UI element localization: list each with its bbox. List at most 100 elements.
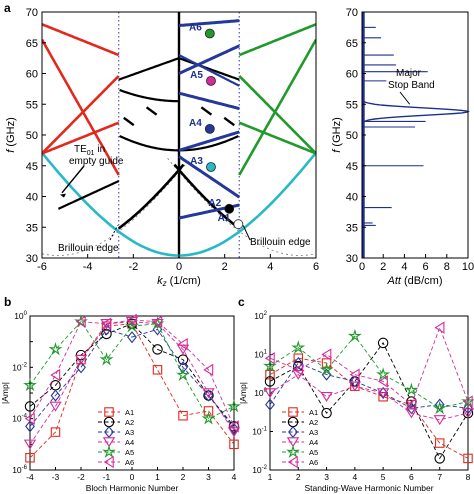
bloch-y-tick-label: 100 bbox=[14, 311, 27, 321]
blue-curve-5 bbox=[178, 44, 240, 75]
bloch-point-a5 bbox=[227, 398, 241, 413]
green-curve-1 bbox=[238, 39, 316, 176]
bloch-point-a6 bbox=[75, 315, 86, 328]
att-y-tick-label: 55 bbox=[346, 99, 358, 111]
y-tick-label: 30 bbox=[26, 253, 38, 265]
standing-point-a6 bbox=[462, 395, 473, 408]
point-a5 bbox=[206, 75, 216, 86]
blue-curve-7 bbox=[178, 54, 240, 87]
bloch-series-line-a2 bbox=[29, 323, 235, 427]
standing-point-a5 bbox=[376, 367, 391, 381]
bloch-point-a3 bbox=[127, 331, 137, 344]
bloch-legend-label-a2: A2 bbox=[125, 418, 134, 427]
standing-point-a5 bbox=[404, 382, 419, 396]
standing-point-a5 bbox=[263, 358, 277, 373]
bloch-legend-label-a5: A5 bbox=[125, 448, 134, 457]
bloch-point-a1 bbox=[178, 410, 188, 421]
standing-x-tick-label: 2 bbox=[296, 472, 301, 482]
bloch-point-a4 bbox=[49, 401, 62, 412]
standing-point-a5 bbox=[432, 400, 447, 415]
bloch-x-tick-label: 4 bbox=[232, 472, 237, 482]
standing-point-a4 bbox=[461, 408, 474, 419]
bloch-point-a1 bbox=[229, 439, 239, 450]
bloch-point-a6 bbox=[228, 420, 239, 433]
standing-series-line-a4 bbox=[269, 374, 469, 421]
bloch-point-a6 bbox=[50, 368, 61, 382]
att-x-tick-label: 0 bbox=[359, 261, 365, 273]
x-tick-label: 0 bbox=[176, 261, 182, 273]
attenuation-chart: 0 2 4 6 8 10 30 35 40 45 50 55 60 65 70 Att (dB/cm) f (G… bbox=[331, 7, 474, 287]
x-tick-label: -6 bbox=[37, 261, 47, 273]
stub-0 bbox=[123, 116, 135, 127]
green-curve-2 bbox=[238, 75, 316, 155]
bloch-series-line-a3 bbox=[29, 328, 235, 430]
point-a6 bbox=[204, 28, 215, 39]
bloch-point-a1 bbox=[152, 365, 163, 375]
standing-point-a2 bbox=[264, 376, 276, 387]
red-curve-1 bbox=[42, 39, 120, 176]
bloch-legend-marker-a3 bbox=[104, 425, 114, 439]
y-tick-label: 60 bbox=[26, 69, 38, 81]
standing-point-a2 bbox=[377, 337, 389, 349]
y-tick-label: 45 bbox=[26, 161, 38, 173]
bloch-legend-marker-a1 bbox=[104, 407, 114, 417]
y-tick-label: 35 bbox=[26, 222, 38, 234]
standing-point-a1 bbox=[463, 453, 473, 464]
te01-label-line2: empty guide bbox=[69, 156, 124, 167]
standing-point-a6 bbox=[293, 363, 304, 377]
y-tick-label: 65 bbox=[26, 38, 38, 50]
blue-curve-4 bbox=[178, 91, 240, 111]
point-a3 bbox=[206, 162, 216, 172]
bloch-series-line-a1 bbox=[29, 323, 235, 459]
standing-x-tick-label: 1 bbox=[268, 472, 273, 482]
standing-y-tick-label: 101 bbox=[254, 350, 267, 360]
bloch-point-a5 bbox=[23, 377, 37, 392]
standing-x-tick-label: 6 bbox=[409, 472, 414, 482]
att-x-tick-label: 6 bbox=[423, 261, 429, 273]
standing-point-a1 bbox=[265, 369, 275, 380]
att-y-tick-label: 50 bbox=[346, 130, 358, 142]
point-label-a6: A6 bbox=[189, 23, 202, 34]
att-y-tick-label: 30 bbox=[346, 253, 358, 265]
bloch-legend-label-a6: A6 bbox=[125, 458, 134, 467]
bloch-point-a5 bbox=[99, 352, 114, 366]
bloch-point-a5 bbox=[48, 341, 63, 356]
standing-legend-marker-a5 bbox=[286, 444, 300, 459]
standing-point-a6 bbox=[264, 352, 275, 365]
standing-x-axis-label: Standing-Wave Harmonic Number bbox=[304, 483, 433, 493]
standing-point-a4 bbox=[348, 381, 362, 392]
standing-point-a5 bbox=[291, 340, 306, 354]
stop-band-arrow bbox=[399, 91, 411, 105]
bloch-legend-label-a3: A3 bbox=[125, 428, 134, 437]
black-curve-2 bbox=[117, 163, 185, 230]
standing-x-tick-label: 3 bbox=[324, 472, 329, 482]
bloch-point-a4 bbox=[23, 439, 37, 450]
bloch-legend-marker-a5 bbox=[102, 444, 116, 459]
point-label-a1: A1 bbox=[218, 213, 231, 224]
standing-point-a6 bbox=[406, 398, 417, 411]
black-curve-3 bbox=[58, 180, 120, 210]
standing-legend-marker-a1 bbox=[288, 407, 298, 417]
panel-label-b: b bbox=[4, 295, 11, 309]
standing-point-a5 bbox=[347, 328, 362, 343]
bloch-point-a6 bbox=[101, 317, 112, 330]
bloch-point-a6 bbox=[177, 337, 188, 351]
standing-point-a2 bbox=[321, 407, 332, 419]
standing-x-tick-label: 7 bbox=[437, 472, 442, 482]
standing-point-a5 bbox=[319, 362, 334, 376]
bloch-y-tick-label: 10-4 bbox=[12, 414, 27, 424]
bloch-point-a2 bbox=[177, 354, 189, 365]
te01-arrowhead bbox=[60, 193, 66, 198]
att-y-tick-label: 60 bbox=[346, 69, 358, 81]
bloch-point-a5 bbox=[201, 411, 216, 425]
standing-y-tick-label: 10-1 bbox=[252, 427, 267, 437]
standing-x-tick-label: 4 bbox=[352, 472, 357, 482]
standing-legend-marker-a4 bbox=[286, 437, 300, 448]
standing-legend-marker-a6 bbox=[287, 455, 298, 469]
x-tick-label: -2 bbox=[128, 261, 138, 273]
standing-legend-label-a6: A6 bbox=[309, 458, 318, 467]
standing-point-a4 bbox=[433, 415, 446, 426]
brillouin-right-arrow bbox=[242, 225, 251, 241]
standing-legend-label-a1: A1 bbox=[309, 408, 318, 417]
